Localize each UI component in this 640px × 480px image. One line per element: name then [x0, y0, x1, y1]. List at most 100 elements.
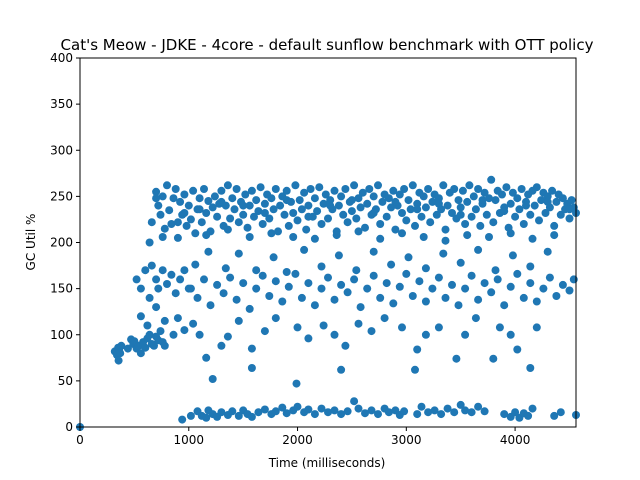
- data-point: [321, 190, 330, 199]
- data-point: [330, 406, 339, 415]
- data-point: [461, 406, 470, 415]
- data-point: [343, 288, 352, 297]
- data-point: [191, 229, 200, 238]
- data-point: [356, 303, 365, 312]
- data-point: [398, 229, 406, 238]
- data-point: [424, 185, 433, 193]
- data-point: [217, 186, 226, 195]
- data-point: [171, 289, 180, 298]
- data-point: [217, 408, 226, 417]
- data-point: [543, 192, 552, 201]
- data-point: [156, 210, 165, 219]
- data-point: [565, 214, 574, 223]
- data-point: [513, 345, 522, 354]
- data-point: [141, 343, 150, 352]
- data-point: [350, 397, 359, 406]
- data-point: [271, 407, 280, 416]
- data-point: [250, 212, 258, 221]
- data-point: [282, 409, 291, 418]
- data-point: [291, 181, 300, 190]
- data-point: [552, 292, 561, 300]
- data-point: [310, 234, 319, 243]
- data-point: [434, 273, 443, 282]
- data-point: [267, 229, 276, 238]
- data-point: [326, 196, 335, 205]
- data-point: [136, 284, 145, 293]
- data-point: [413, 199, 422, 208]
- data-point: [193, 293, 202, 302]
- data-point: [535, 216, 543, 225]
- data-point: [204, 197, 213, 205]
- data-point: [341, 185, 350, 193]
- data-point: [461, 284, 470, 293]
- data-point: [297, 293, 306, 302]
- data-point: [456, 400, 465, 409]
- data-point: [500, 410, 509, 419]
- data-point: [252, 284, 261, 293]
- data-point: [398, 209, 406, 217]
- data-point: [434, 323, 443, 332]
- data-point: [552, 197, 561, 206]
- data-point: [476, 221, 485, 230]
- data-point: [367, 327, 376, 336]
- data-point: [176, 275, 185, 284]
- data-point: [317, 262, 326, 271]
- data-point: [400, 407, 409, 416]
- data-point: [469, 192, 478, 201]
- data-point: [232, 295, 241, 304]
- data-point: [408, 181, 417, 190]
- data-point: [160, 341, 169, 350]
- data-point: [376, 220, 385, 228]
- data-point: [245, 233, 254, 241]
- data-point: [365, 185, 374, 193]
- data-point: [258, 220, 267, 228]
- data-point: [284, 282, 293, 291]
- data-point: [180, 209, 189, 217]
- data-point: [448, 280, 456, 289]
- data-point: [300, 188, 309, 197]
- y-tick-label: 200: [50, 236, 73, 250]
- data-point: [434, 199, 443, 208]
- data-point: [123, 344, 132, 353]
- data-point: [176, 197, 185, 206]
- data-point: [471, 205, 480, 214]
- data-point: [417, 212, 426, 221]
- data-point: [482, 210, 491, 219]
- data-point: [565, 286, 574, 295]
- data-point: [361, 223, 369, 232]
- x-tick-label: 2000: [282, 433, 313, 447]
- data-point: [432, 210, 441, 219]
- data-point: [247, 364, 256, 372]
- data-point: [202, 209, 211, 217]
- data-point: [291, 269, 300, 278]
- data-point: [200, 275, 208, 284]
- data-point: [387, 203, 396, 212]
- data-point: [186, 411, 195, 420]
- data-point: [284, 221, 293, 230]
- data-point: [247, 186, 256, 195]
- data-point: [271, 185, 280, 193]
- data-point: [241, 190, 250, 199]
- data-point: [330, 295, 339, 304]
- data-point: [539, 284, 548, 293]
- data-point: [289, 209, 298, 217]
- data-point: [428, 284, 437, 293]
- data-point: [210, 192, 219, 201]
- data-point: [232, 185, 241, 193]
- data-point: [363, 284, 372, 293]
- data-point: [324, 214, 332, 223]
- data-point: [160, 316, 169, 325]
- data-point: [204, 247, 213, 256]
- data-point: [230, 205, 239, 214]
- y-tick-label: 250: [50, 189, 73, 203]
- data-point: [256, 183, 265, 192]
- data-point: [239, 210, 248, 219]
- data-point: [454, 196, 463, 205]
- data-point: [300, 245, 309, 254]
- data-point: [443, 404, 452, 413]
- data-point: [239, 279, 248, 288]
- data-point: [350, 275, 359, 284]
- data-point: [441, 225, 450, 234]
- data-point: [226, 273, 235, 282]
- data-point: [461, 330, 470, 339]
